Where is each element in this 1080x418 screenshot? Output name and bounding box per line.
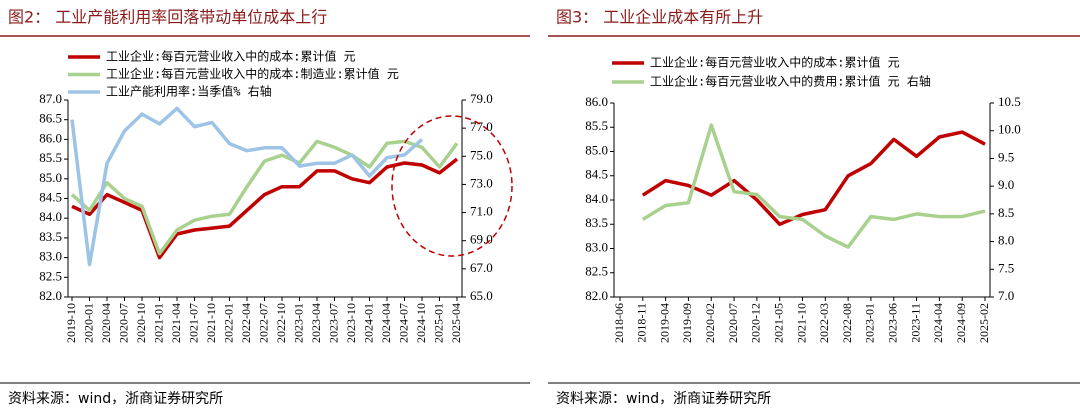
y2-tick-label: 8.0 — [998, 233, 1014, 248]
x-tick-label: 2024-04 — [379, 303, 393, 343]
x-tick-label: 2024-07 — [396, 303, 410, 343]
series-line — [71, 157, 459, 260]
y2-tick-label: 10.0 — [998, 122, 1021, 137]
series-line — [641, 123, 986, 249]
x-tick-label: 2025-02 — [977, 303, 991, 343]
x-tick-label: 2021-01 — [151, 303, 165, 343]
y2-tick-label: 67.0 — [470, 260, 493, 275]
x-tick-label: 2024-10 — [414, 303, 428, 343]
x-tick-label: 2021-07 — [186, 303, 200, 343]
x-tick-label: 2022-04 — [239, 303, 253, 343]
x-tick-label: 2023-07 — [326, 303, 340, 343]
y-tick-label: 83.0 — [39, 249, 62, 264]
x-tick-label: 2022-01 — [221, 303, 235, 343]
x-tick-label: 2025-01 — [431, 303, 445, 343]
x-tick-label: 2020-01 — [81, 303, 95, 343]
y-tick-label: 84.0 — [585, 191, 608, 206]
y-tick-label: 87.0 — [39, 91, 62, 106]
x-tick-label: 2024-01 — [361, 303, 375, 343]
series-line — [70, 139, 459, 256]
x-tick-label: 2020-12 — [749, 303, 763, 343]
x-tick-label: 2021-04 — [169, 303, 183, 343]
y2-tick-label: 71.0 — [470, 204, 493, 219]
x-tick-label: 2023-01 — [291, 303, 305, 343]
x-tick-label: 2020-07 — [726, 303, 740, 343]
x-tick-label: 2020-04 — [99, 303, 113, 343]
chart-title: 图2： 工业产能利用率回落带动单位成本上行 — [8, 8, 327, 27]
x-tick-label: 2022-07 — [256, 303, 270, 343]
x-tick-label: 2024-04 — [931, 303, 945, 343]
y2-tick-label: 65.0 — [470, 288, 493, 303]
y-tick-label: 84.5 — [585, 167, 608, 182]
y2-tick-label: 73.0 — [470, 175, 493, 190]
y2-tick-label: 9.0 — [998, 177, 1014, 192]
x-tick-label: 2019-04 — [657, 303, 671, 343]
y-tick-label: 86.0 — [585, 94, 608, 109]
x-tick-label: 2018-06 — [612, 303, 626, 343]
series-line — [641, 130, 986, 227]
y2-tick-label: 75.0 — [470, 147, 493, 162]
y-tick-label: 82.0 — [585, 288, 608, 303]
y2-tick-label: 8.5 — [998, 205, 1014, 220]
x-tick-label: 2025-04 — [449, 303, 463, 343]
x-tick-label: 2023-04 — [309, 303, 323, 343]
x-tick-label: 2022-10 — [274, 303, 288, 343]
y-tick-label: 82.5 — [39, 268, 62, 283]
y-tick-label: 84.5 — [39, 189, 62, 204]
x-tick-label: 2019-10 — [64, 303, 78, 343]
legend-label: 工业产能利用率:当季值% 右轴 — [106, 84, 272, 99]
x-tick-label: 2019-09 — [680, 303, 694, 343]
y2-tick-label: 9.5 — [998, 149, 1014, 164]
y-tick-label: 86.5 — [39, 111, 62, 126]
x-tick-label: 2021-05 — [771, 303, 785, 343]
y-tick-label: 85.0 — [585, 142, 608, 157]
y2-tick-label: 79.0 — [470, 91, 493, 106]
legend-label: 工业企业:每百元营业收入中的成本:制造业:累计值 元 — [106, 66, 399, 81]
y-tick-label: 85.0 — [39, 170, 62, 185]
x-tick-label: 2020-07 — [116, 303, 130, 343]
y-tick-label: 86.0 — [39, 130, 62, 145]
series-line — [72, 108, 457, 264]
y-tick-label: 85.5 — [39, 150, 62, 165]
y-tick-label: 83.0 — [585, 239, 608, 254]
x-tick-label: 2023-10 — [344, 303, 358, 343]
source-note: 资料来源：wind，浙商证券研究所 — [556, 391, 771, 407]
y-tick-label: 82.5 — [585, 264, 608, 279]
highlight-ellipse — [391, 115, 513, 257]
y2-tick-label: 69.0 — [470, 232, 493, 247]
x-tick-label: 2020-02 — [703, 303, 717, 343]
x-tick-label: 2023-01 — [863, 303, 877, 343]
y-tick-label: 84.0 — [39, 209, 62, 224]
y-tick-label: 85.5 — [585, 118, 608, 133]
y2-tick-label: 7.5 — [998, 260, 1014, 275]
x-tick-label: 2021-10 — [204, 303, 218, 343]
y-tick-label: 83.5 — [585, 215, 608, 230]
chart-title: 图3： 工业企业成本有所上升 — [556, 8, 763, 27]
y2-tick-label: 77.0 — [470, 119, 493, 134]
legend-label: 工业企业:每百元营业收入中的成本:累计值 元 — [106, 49, 356, 64]
x-tick-label: 2023-11 — [908, 303, 922, 343]
x-tick-label: 2022-03 — [817, 303, 831, 343]
y2-tick-label: 7.0 — [998, 288, 1014, 303]
x-tick-label: 2024-09 — [954, 303, 968, 343]
source-note: 资料来源：wind，浙商证券研究所 — [8, 391, 223, 407]
x-tick-label: 2020-10 — [134, 303, 148, 343]
legend-label: 工业企业:每百元营业收入中的成本:累计值 元 — [650, 55, 900, 70]
legend-label: 工业企业:每百元营业收入中的费用:累计值 元 右轴 — [650, 74, 931, 89]
y2-tick-label: 10.5 — [998, 94, 1021, 109]
x-tick-label: 2023-06 — [886, 303, 900, 343]
x-tick-label: 2021-10 — [794, 303, 808, 343]
x-tick-label: 2022-08 — [840, 303, 854, 343]
y-tick-label: 82.0 — [39, 288, 62, 303]
x-tick-label: 2018-11 — [635, 303, 649, 343]
y-tick-label: 83.5 — [39, 229, 62, 244]
